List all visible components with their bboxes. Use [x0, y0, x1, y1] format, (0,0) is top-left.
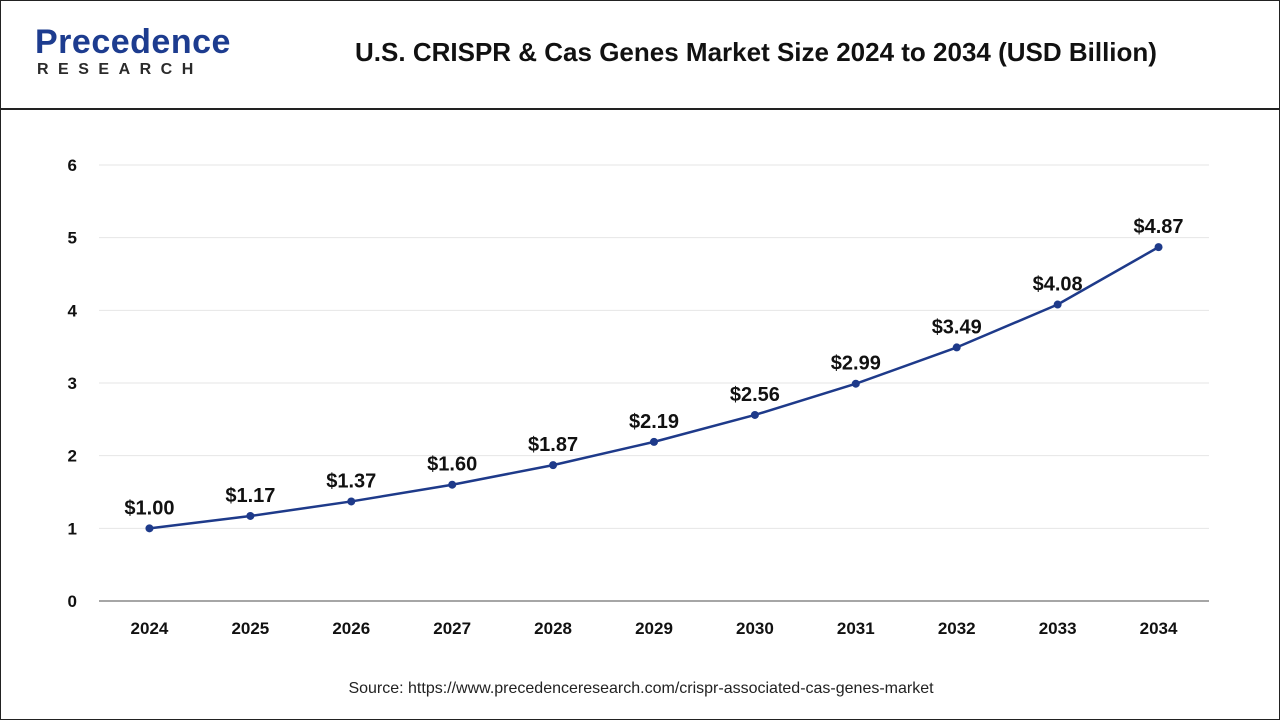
data-label: $4.87: [1134, 216, 1184, 238]
chart-title: U.S. CRISPR & Cas Genes Market Size 2024…: [355, 37, 1157, 67]
data-label: $2.99: [831, 353, 881, 375]
data-points: [145, 243, 1163, 533]
data-point: [549, 461, 558, 470]
data-point: [851, 379, 860, 388]
line-chart: 0 1 2 3 4 5 6 2024 2025 2026 2027 2028 2029 2030 2031…: [68, 156, 1209, 638]
x-tick-label: 2027: [433, 619, 471, 638]
logo-wordmark: Precedence: [35, 23, 231, 61]
data-point: [1154, 243, 1163, 252]
x-tick-label: 2024: [131, 619, 169, 638]
data-label: $2.19: [629, 411, 679, 433]
data-label: $1.60: [427, 454, 477, 476]
source-note: Source: https://www.precedenceresearch.c…: [348, 680, 934, 697]
data-point: [650, 437, 658, 446]
y-tick-label: 4: [68, 301, 78, 320]
y-tick-label: 1: [68, 519, 77, 538]
x-tick-label: 2032: [938, 619, 976, 638]
data-label: $2.56: [730, 384, 780, 406]
grid-lines: [99, 164, 1209, 529]
data-point: [750, 410, 759, 419]
y-tick-label: 0: [68, 592, 77, 611]
data-point: [347, 497, 356, 506]
data-label: $1.87: [528, 434, 578, 456]
data-point: [952, 343, 961, 352]
y-tick-labels: 0 1 2 3 4 5 6: [68, 156, 78, 611]
data-label: $1.00: [124, 497, 174, 519]
data-point: [1053, 300, 1062, 309]
x-tick-labels: 2024 2025 2026 2027 2028 2029 2030 2031 2032 2033…: [131, 619, 1178, 638]
logo-subtitle: RESEARCH: [37, 61, 203, 78]
data-label: $1.37: [326, 470, 376, 492]
data-label: $3.49: [932, 316, 982, 338]
data-label: $1.17: [225, 485, 275, 507]
series-line-path: [149, 246, 1160, 530]
x-tick-label: 2034: [1140, 619, 1178, 638]
y-tick-label: 6: [68, 156, 77, 175]
data-label: $4.08: [1033, 274, 1083, 296]
x-tick-label: 2028: [534, 619, 572, 638]
data-point: [448, 480, 457, 489]
series-line: [149, 246, 1160, 530]
x-tick-label: 2031: [837, 619, 875, 638]
y-tick-label: 3: [68, 374, 77, 393]
data-point: [246, 511, 255, 520]
data-labels: $1.00 $1.17 $1.37 $1.60 $1.87 $2.19 $2.56 $2.99…: [124, 216, 1183, 519]
x-tick-label: 2025: [231, 619, 269, 638]
y-tick-label: 5: [68, 229, 77, 248]
x-tick-label: 2026: [332, 619, 370, 638]
data-point: [145, 524, 154, 533]
x-tick-label: 2033: [1039, 619, 1077, 638]
y-tick-label: 2: [68, 447, 77, 466]
x-tick-label: 2029: [635, 619, 673, 638]
brand-logo: Precedence RESEARCH: [31, 23, 231, 83]
header: Precedence RESEARCH U.S. CRISPR & Cas Ge…: [1, 1, 1279, 110]
x-tick-label: 2030: [736, 619, 774, 638]
